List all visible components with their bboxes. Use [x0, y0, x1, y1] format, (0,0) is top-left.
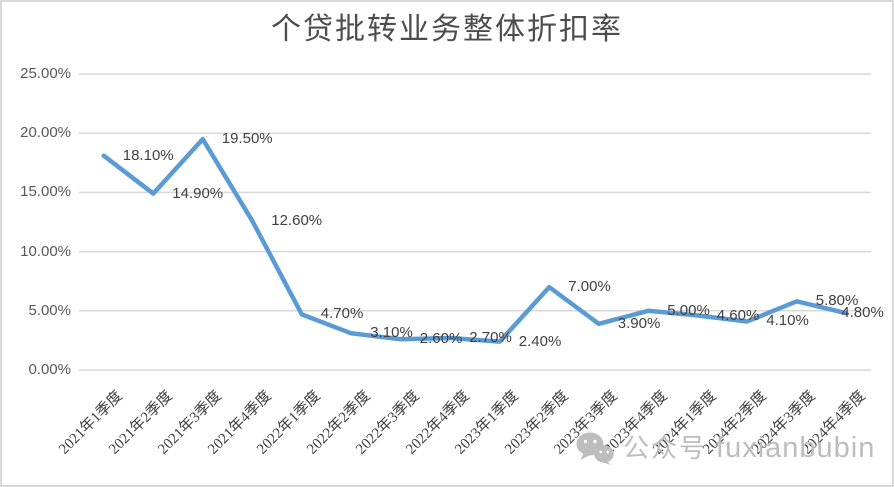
chart-title: 个贷批转业务整体折扣率 — [271, 13, 623, 46]
data-label: 7.00% — [568, 278, 611, 296]
data-label: 4.80% — [841, 304, 884, 322]
y-tick-label: 10.00% — [20, 242, 71, 260]
y-tick-label: 0.00% — [28, 361, 71, 378]
y-tick-label: 5.00% — [28, 301, 71, 319]
watermark-account-label: 公众号 — [623, 433, 708, 463]
data-label: 18.10% — [122, 146, 174, 164]
data-label: 2.60% — [419, 330, 463, 348]
discount-rate-line — [101, 136, 849, 344]
watermark: 公众号 fuxianbubin — [576, 431, 875, 465]
data-label: 5.00% — [667, 301, 710, 319]
data-label: 2.70% — [469, 329, 512, 347]
watermark-account-name: fuxianbubin — [716, 431, 876, 464]
data-label: 5.80% — [815, 292, 859, 310]
data-label: 19.50% — [221, 130, 273, 148]
y-tick-label: 25.00% — [20, 65, 71, 82]
data-label: 14.90% — [172, 184, 224, 202]
data-label: 3.10% — [370, 324, 413, 342]
data-label: 3.90% — [617, 314, 661, 332]
data-label: 4.10% — [766, 312, 809, 330]
y-tick-label: 15.00% — [20, 183, 71, 201]
data-label: 12.60% — [271, 211, 323, 229]
data-label: 2.40% — [518, 332, 562, 350]
data-label: 4.60% — [716, 306, 760, 324]
wechat-icon — [576, 432, 614, 465]
y-tick-label: 20.00% — [20, 124, 71, 142]
data-label: 4.70% — [320, 305, 364, 323]
